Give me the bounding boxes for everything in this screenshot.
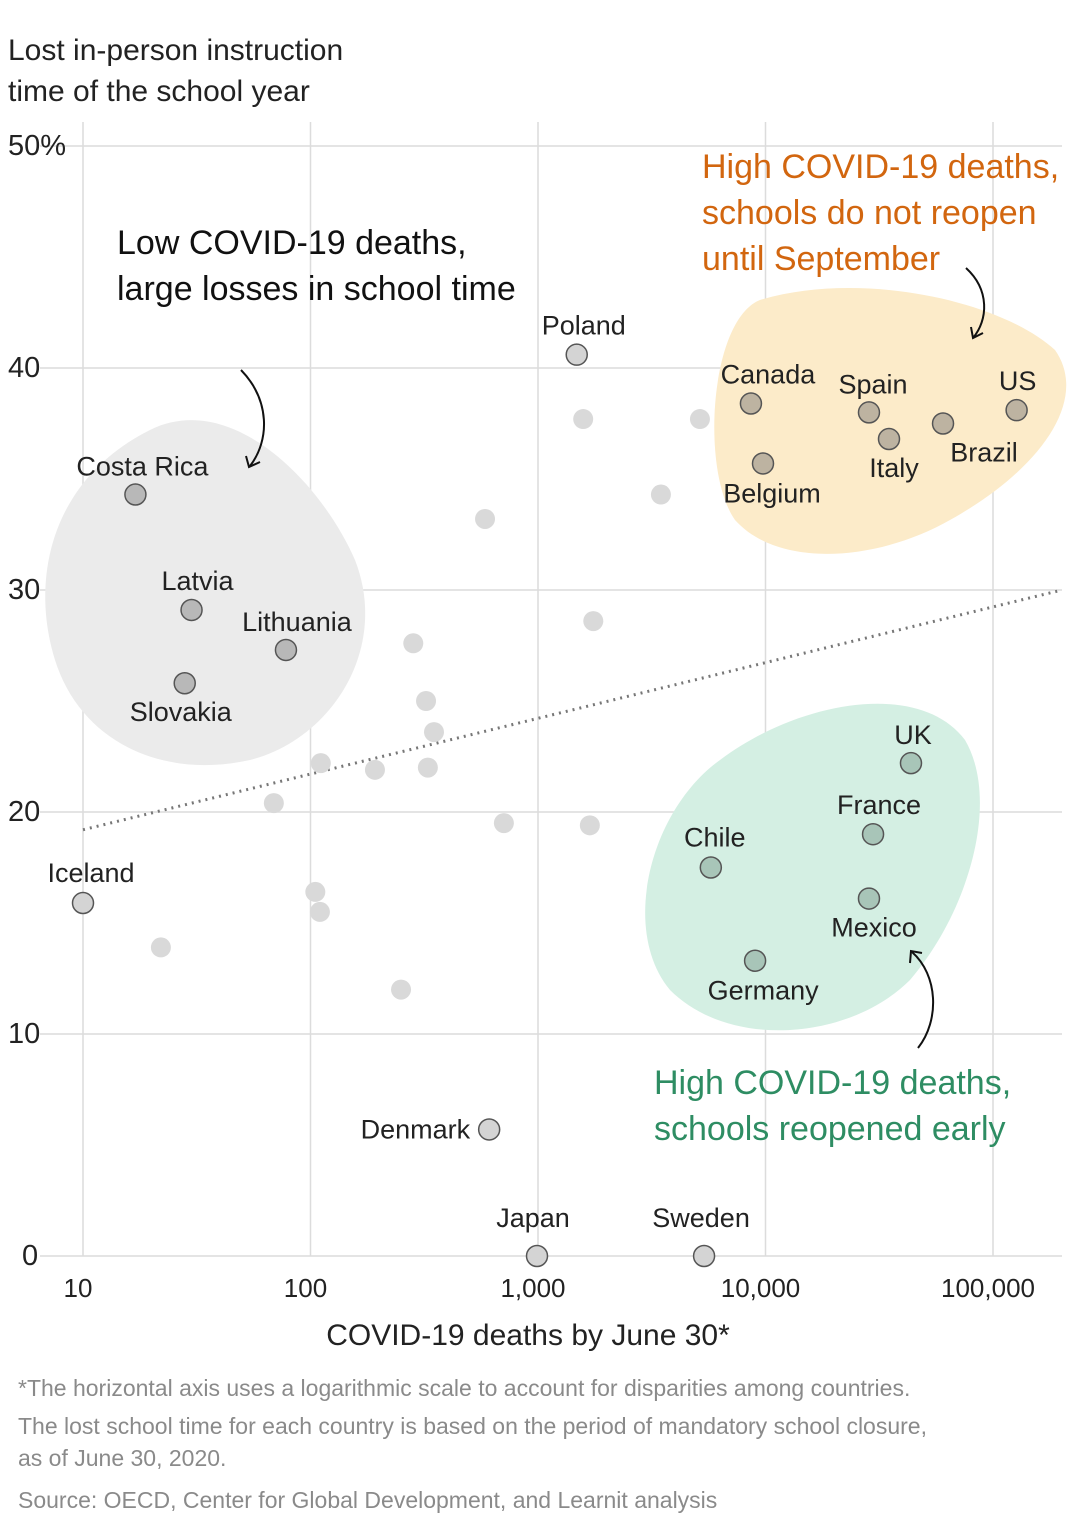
data-point — [417, 757, 438, 778]
annotation-late-reopen-line: High COVID-19 deaths, — [702, 148, 1059, 186]
y-tick-label: 50% — [8, 130, 66, 162]
y-axis-title: Lost in-person instruction time of the s… — [8, 30, 343, 112]
footnote-line-3: as of June 30, 2020. — [18, 1445, 227, 1471]
data-point-belgium — [751, 452, 775, 475]
point-label: Chile — [684, 823, 746, 853]
data-point — [650, 484, 671, 505]
data-point-france — [861, 822, 885, 846]
data-point-germany — [743, 949, 767, 972]
x-tick-label: 10 — [64, 1273, 93, 1303]
data-point-italy — [877, 427, 901, 451]
point-label: Canada — [721, 360, 817, 390]
data-point-japan — [525, 1244, 549, 1268]
point-label: Lithuania — [242, 607, 353, 637]
point-label: Sweden — [652, 1203, 750, 1233]
data-point — [310, 753, 331, 774]
arrowhead-icon — [245, 455, 261, 469]
y-tick-label: 0 — [22, 1240, 38, 1272]
annotation-early-reopen-line: High COVID-19 deaths, — [654, 1064, 1011, 1102]
annotation-early-reopen-line: schools reopened early — [654, 1110, 1006, 1148]
data-point-brazil — [931, 412, 955, 435]
point-label: Italy — [869, 453, 919, 483]
x-axis-title: COVID-19 deaths by June 30* — [326, 1319, 730, 1352]
data-point — [364, 759, 385, 780]
arrowhead-icon — [909, 949, 923, 964]
data-point-lithuania — [274, 638, 298, 662]
data-point-uk — [899, 751, 923, 775]
data-point-costa-rica — [124, 483, 147, 506]
data-point — [305, 881, 326, 902]
data-point-slovakia — [173, 671, 196, 695]
annotation-low-deaths-line: Low COVID-19 deaths, — [117, 224, 467, 262]
y-tick-label: 20 — [8, 796, 40, 828]
scatter-chart: 0 10 20 30 40 50% 10 100 1,000 10,000 100,000 COVID… — [8, 122, 1067, 1352]
x-tick-label: 10,000 — [721, 1273, 801, 1303]
point-label: US — [999, 366, 1037, 396]
point-label: Poland — [542, 311, 626, 341]
footnote-line-1: *The horizontal axis uses a logarithmic … — [18, 1375, 911, 1401]
data-point — [423, 722, 444, 743]
data-point — [403, 633, 424, 654]
early-reopen-region — [645, 703, 980, 1031]
point-label: Japan — [496, 1203, 570, 1233]
low-deaths-region — [45, 420, 366, 766]
data-point — [493, 813, 514, 834]
point-label: UK — [894, 720, 932, 750]
point-label: Brazil — [950, 438, 1018, 468]
data-point — [150, 937, 171, 958]
arrowhead-icon — [970, 326, 984, 340]
x-tick-label: 100,000 — [941, 1273, 1035, 1303]
point-label: Germany — [708, 976, 820, 1006]
y-tick-label: 30 — [8, 574, 40, 606]
source-note: Source: OECD, Center for Global Developm… — [18, 1487, 718, 1513]
data-point-poland — [565, 343, 588, 366]
y-tick-label: 40 — [8, 352, 40, 384]
point-label: Mexico — [831, 913, 917, 943]
point-label: Latvia — [162, 566, 235, 596]
data-point — [579, 815, 600, 836]
arrow-icon — [965, 267, 986, 339]
point-label: Slovakia — [130, 697, 233, 727]
footnote-line-2: The lost school time for each country is… — [18, 1413, 927, 1439]
annotation-late-reopen-line: until September — [702, 240, 940, 278]
data-point-latvia — [180, 598, 203, 622]
arrow-icon — [911, 951, 935, 1049]
data-point-chile — [699, 856, 723, 879]
data-point — [573, 409, 594, 430]
y-tick-label: 10 — [8, 1018, 40, 1050]
y-axis-title-line-1: Lost in-person instruction — [8, 34, 344, 67]
annotation-late-reopen-line: schools do not reopen — [702, 194, 1037, 232]
annotation-low-deaths-line: large losses in school time — [117, 270, 516, 308]
point-label: Iceland — [47, 858, 134, 888]
y-axis-title-line-2: time of the school year — [8, 75, 310, 108]
data-point — [309, 901, 330, 922]
data-point — [263, 793, 284, 814]
data-point-denmark — [477, 1118, 501, 1141]
x-tick-label: 100 — [284, 1273, 327, 1303]
point-label: Denmark — [361, 1114, 471, 1144]
data-point-spain — [857, 401, 881, 424]
data-point-iceland — [71, 891, 95, 915]
data-point — [475, 508, 496, 529]
data-point-sweden — [692, 1244, 716, 1268]
data-point — [391, 979, 412, 1000]
point-label: Belgium — [723, 478, 821, 508]
x-tick-label: 1,000 — [500, 1273, 565, 1303]
data-point-mexico — [857, 887, 881, 910]
data-point — [416, 691, 437, 711]
point-label: Spain — [838, 369, 907, 399]
point-label: France — [837, 790, 921, 820]
late-reopen-region — [714, 288, 1067, 554]
data-point — [689, 409, 710, 430]
data-point-us — [1005, 398, 1028, 422]
point-label: Costa Rica — [76, 452, 209, 482]
data-point — [583, 611, 604, 632]
data-point-canada — [739, 392, 763, 415]
arrow-icon — [240, 369, 266, 467]
